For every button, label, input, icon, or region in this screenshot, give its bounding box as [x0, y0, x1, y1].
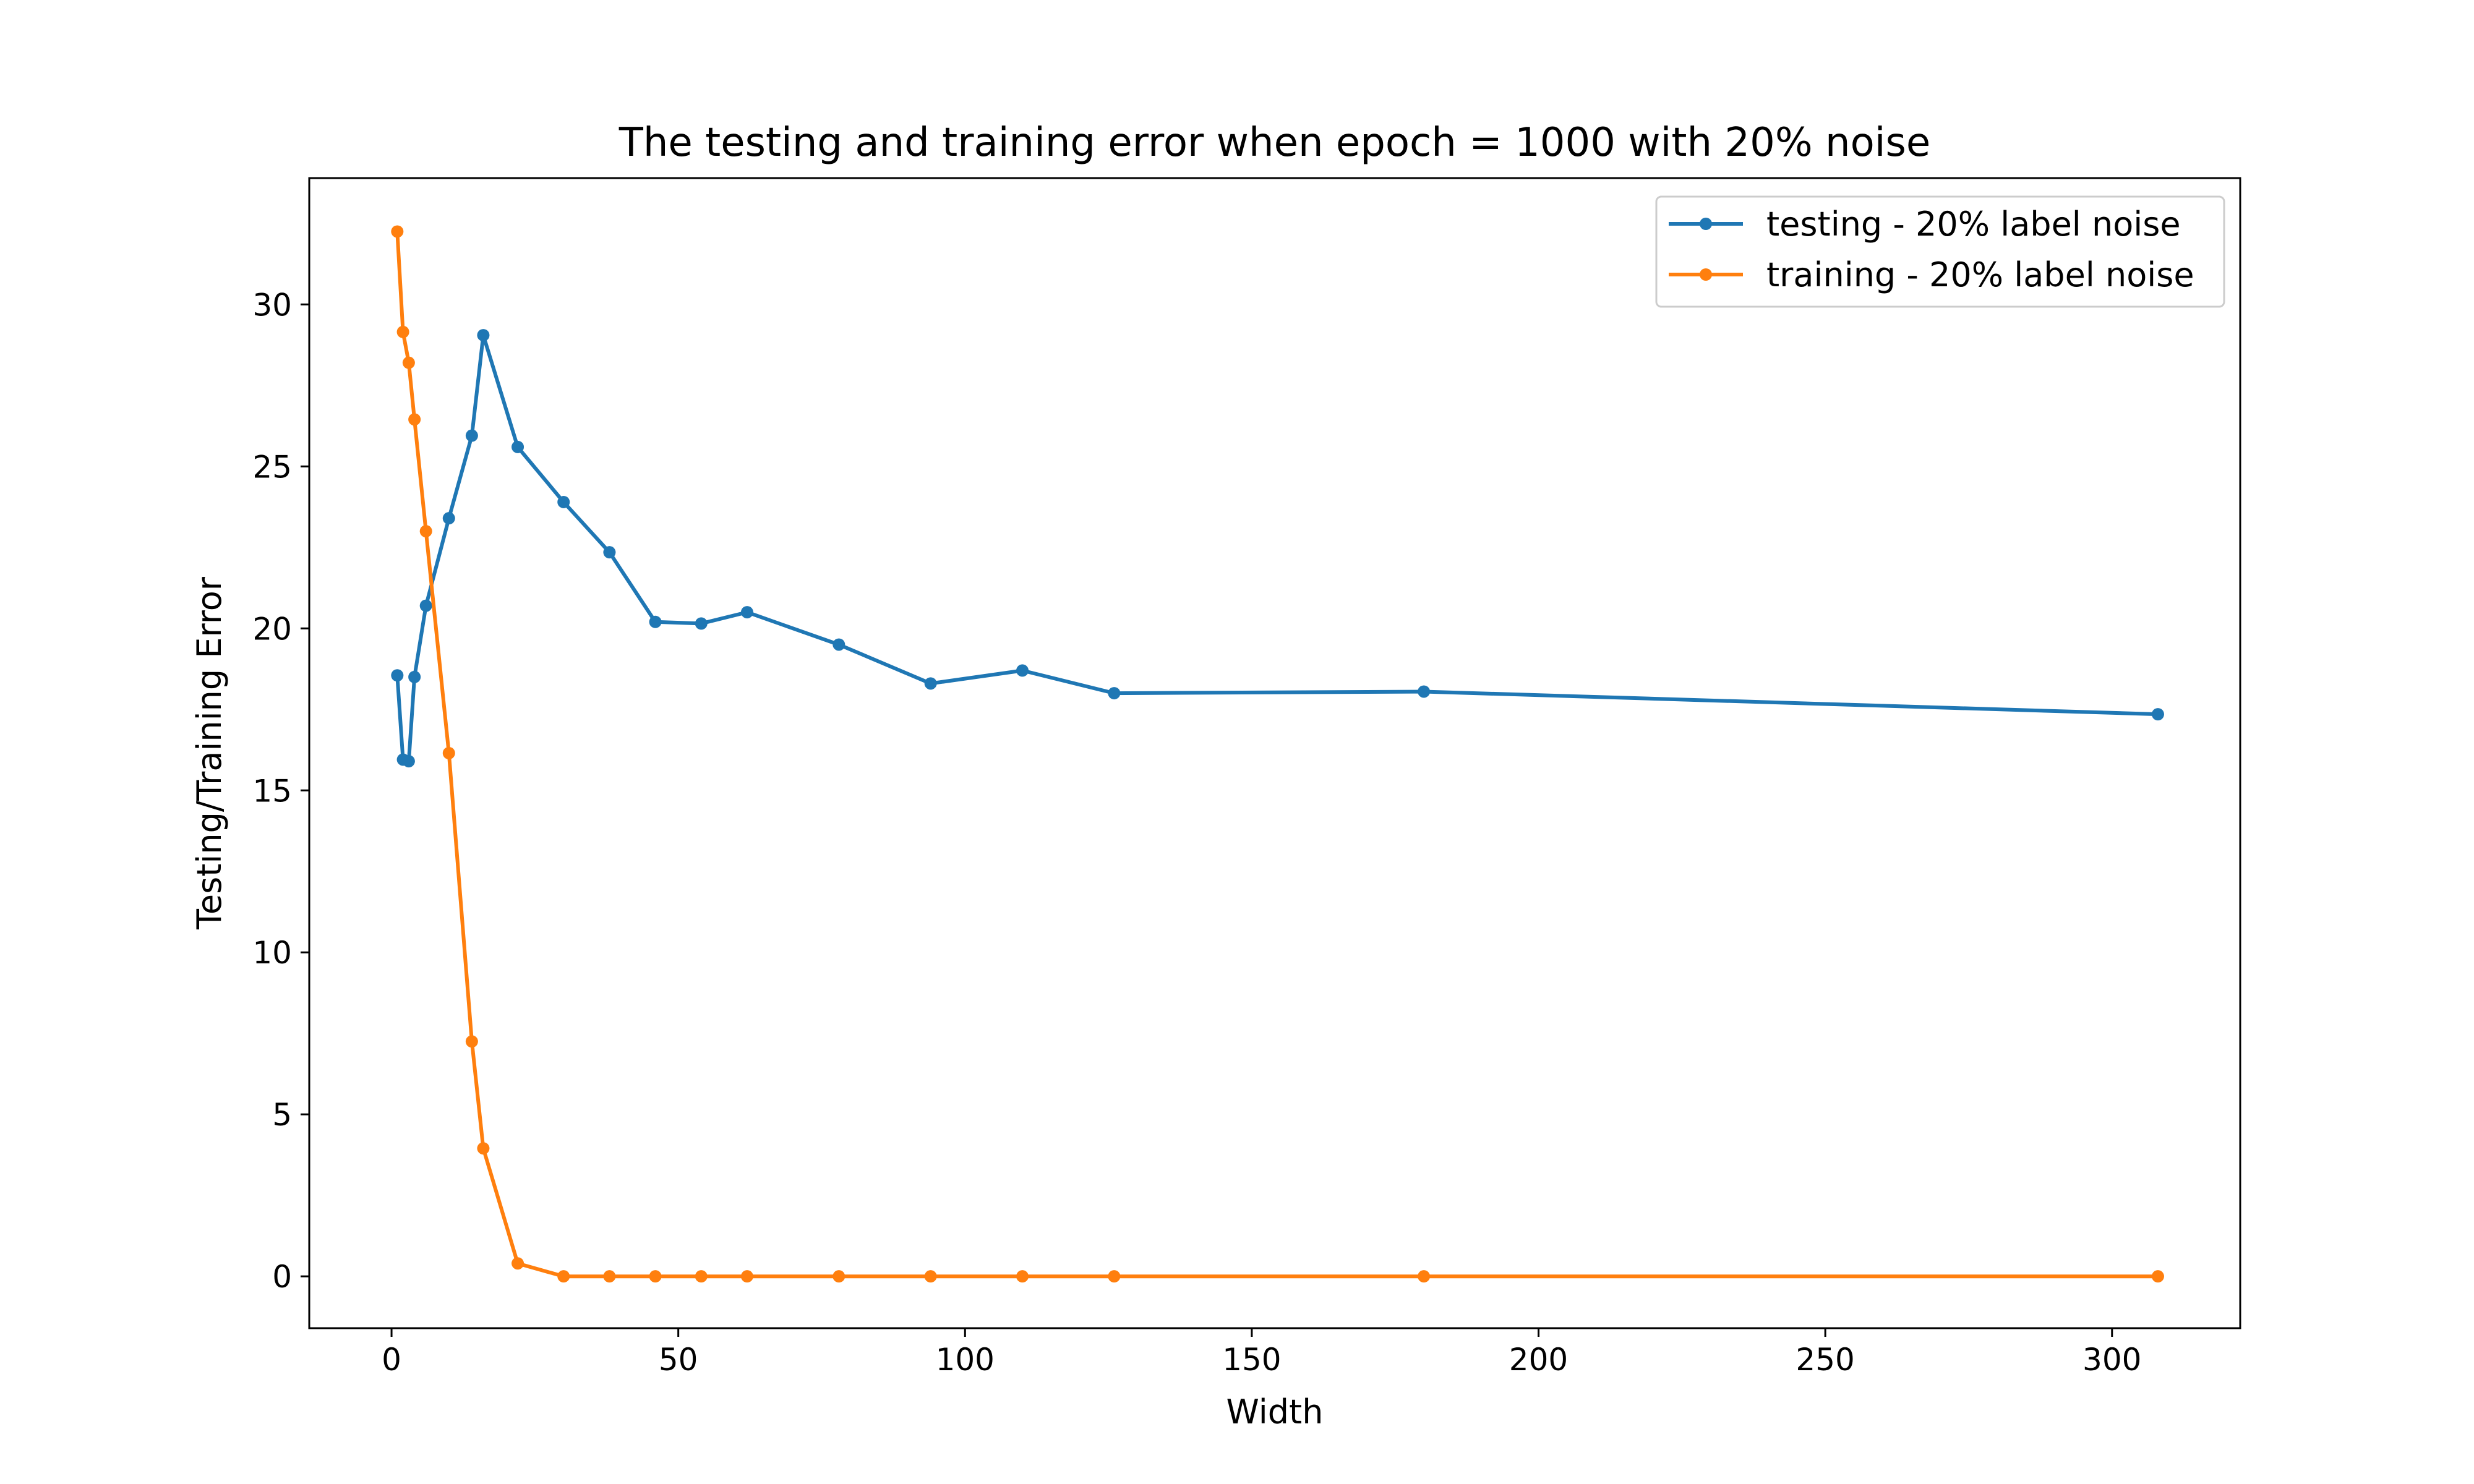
data-point-testing [477, 329, 490, 342]
series-line-testing [395, 333, 2160, 764]
data-point-training [557, 1270, 570, 1283]
legend-entry-testing: testing - 20% label noise [1766, 205, 2181, 244]
y-tick-label: 0 [272, 1259, 292, 1295]
data-point-training [442, 747, 455, 759]
data-point-training [833, 1270, 845, 1283]
data-point-testing [442, 512, 455, 525]
x-axis-label: Width [1226, 1392, 1324, 1431]
x-tick-label: 50 [659, 1342, 698, 1378]
series-training [391, 225, 2164, 1283]
data-point-training [695, 1270, 708, 1283]
data-point-testing [402, 755, 415, 768]
data-point-testing [1016, 664, 1029, 677]
data-point-training [465, 1035, 478, 1048]
data-point-testing [465, 429, 478, 442]
x-tick-label: 150 [1222, 1342, 1281, 1378]
series-testing [391, 329, 2164, 768]
data-point-training [1418, 1270, 1431, 1283]
series-group [391, 225, 2164, 1283]
x-tick-label: 250 [1796, 1342, 1854, 1378]
data-point-testing [740, 606, 753, 619]
data-point-testing [924, 677, 937, 690]
data-point-training [1108, 1270, 1121, 1283]
legend: testing - 20% label noise training - 20%… [1655, 195, 2225, 308]
data-point-training [649, 1270, 662, 1283]
x-tick-label: 0 [382, 1342, 401, 1378]
y-tick-label: 15 [252, 773, 292, 809]
data-point-testing [408, 670, 421, 683]
data-point-testing [511, 440, 524, 453]
y-tick-label: 20 [252, 611, 292, 647]
plot-area [308, 177, 2241, 1329]
x-axis: 0 50 100 150 200 250 300 [382, 1328, 2141, 1378]
data-point-training [477, 1142, 490, 1155]
data-point-testing [419, 599, 432, 612]
data-point-training [408, 413, 421, 426]
data-point-training [740, 1270, 753, 1283]
data-point-training [511, 1257, 524, 1270]
data-point-testing [833, 638, 845, 651]
data-point-testing [557, 495, 570, 508]
data-point-testing [2151, 708, 2164, 721]
legend-marker-training [1700, 268, 1712, 281]
x-tick-label: 200 [1509, 1342, 1568, 1378]
data-point-training [391, 225, 404, 238]
data-point-testing [603, 546, 616, 559]
legend-entry-training: training - 20% label noise [1766, 255, 2194, 294]
series-line-training [395, 229, 2160, 1279]
data-point-training [419, 525, 432, 538]
data-point-training [924, 1270, 937, 1283]
y-axis: 0 5 10 15 20 25 30 [252, 287, 309, 1295]
data-point-training [402, 356, 415, 369]
y-tick-label: 25 [252, 449, 292, 485]
legend-marker-testing [1700, 218, 1712, 230]
data-point-testing [695, 617, 708, 630]
data-point-testing [391, 669, 404, 682]
legend-box [1655, 195, 2225, 308]
data-point-testing [1108, 687, 1121, 700]
x-tick-label: 300 [2082, 1342, 2141, 1378]
chart-title: The testing and training error when epoc… [618, 120, 1930, 166]
data-point-testing [649, 615, 662, 628]
y-tick-label: 30 [252, 287, 292, 323]
plot-frame [308, 177, 2241, 1329]
data-point-testing [1418, 685, 1431, 698]
data-point-training [2151, 1270, 2164, 1283]
y-axis-label: Testing/Training Error [190, 576, 229, 930]
x-tick-label: 100 [936, 1342, 995, 1378]
data-point-training [396, 325, 409, 338]
y-tick-label: 5 [272, 1097, 292, 1133]
y-tick-label: 10 [252, 935, 292, 971]
data-point-training [1016, 1270, 1029, 1283]
data-point-training [603, 1270, 616, 1283]
